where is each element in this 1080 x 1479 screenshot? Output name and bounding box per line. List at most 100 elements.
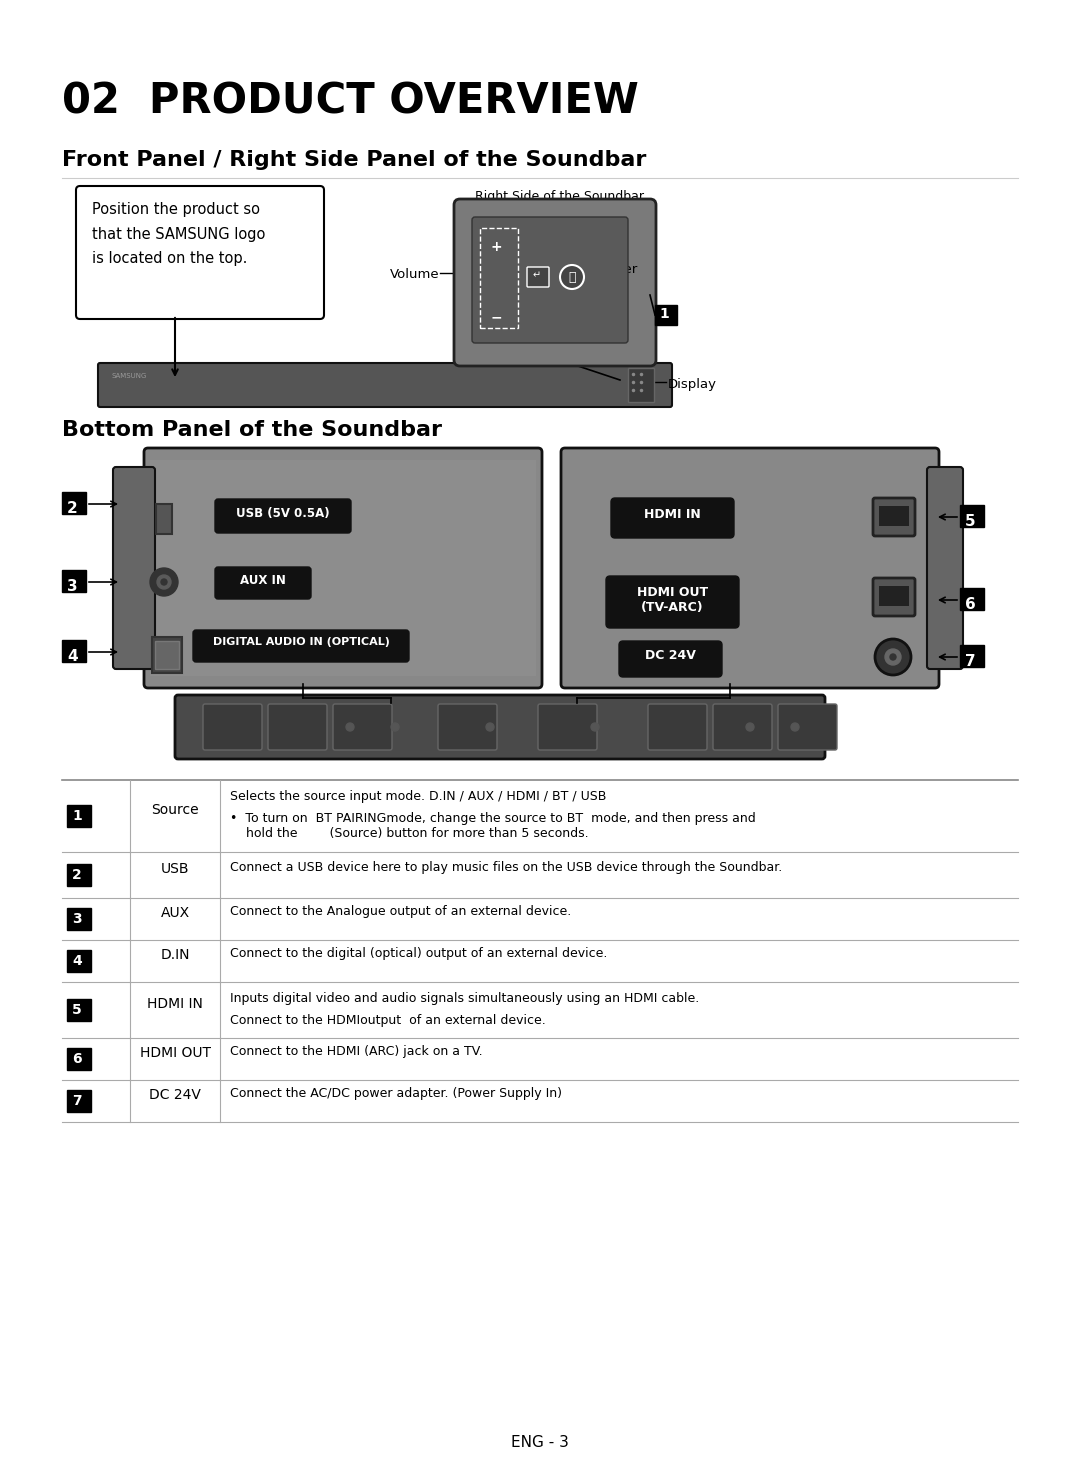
FancyBboxPatch shape bbox=[527, 268, 549, 287]
Circle shape bbox=[791, 723, 799, 731]
Circle shape bbox=[486, 723, 494, 731]
FancyBboxPatch shape bbox=[203, 704, 262, 750]
FancyBboxPatch shape bbox=[175, 695, 825, 759]
FancyBboxPatch shape bbox=[333, 704, 392, 750]
Text: 7: 7 bbox=[72, 1094, 82, 1108]
Text: DC 24V: DC 24V bbox=[645, 649, 696, 663]
Circle shape bbox=[746, 723, 754, 731]
Text: 1: 1 bbox=[72, 809, 82, 822]
Text: USB: USB bbox=[161, 862, 189, 876]
Text: Position the product so
that the SAMSUNG logo
is located on the top.: Position the product so that the SAMSUNG… bbox=[92, 203, 266, 266]
Text: Connect to the Analogue output of an external device.: Connect to the Analogue output of an ext… bbox=[230, 905, 571, 918]
Text: Connect a USB device here to play music files on the USB device through the Soun: Connect a USB device here to play music … bbox=[230, 861, 782, 874]
FancyBboxPatch shape bbox=[144, 448, 542, 688]
FancyBboxPatch shape bbox=[713, 704, 772, 750]
Bar bbox=[156, 504, 172, 534]
FancyBboxPatch shape bbox=[472, 217, 627, 343]
Text: Connect to the HDMIoutput  of an external device.: Connect to the HDMIoutput of an external… bbox=[230, 1015, 545, 1026]
Text: D.IN: D.IN bbox=[160, 948, 190, 961]
FancyBboxPatch shape bbox=[619, 640, 723, 677]
Text: AUX: AUX bbox=[161, 907, 190, 920]
FancyBboxPatch shape bbox=[873, 578, 915, 615]
Text: USB (5V 0.5A): USB (5V 0.5A) bbox=[237, 507, 329, 521]
FancyBboxPatch shape bbox=[67, 950, 91, 972]
Text: •  To turn on  BT PAIRINGmode, change the source to BT  mode, and then press and: • To turn on BT PAIRINGmode, change the … bbox=[230, 812, 756, 840]
FancyBboxPatch shape bbox=[150, 460, 536, 676]
Text: HDMI IN: HDMI IN bbox=[147, 997, 203, 1012]
FancyBboxPatch shape bbox=[611, 498, 734, 538]
FancyBboxPatch shape bbox=[268, 704, 327, 750]
Text: 4: 4 bbox=[67, 649, 78, 664]
FancyBboxPatch shape bbox=[76, 186, 324, 319]
Circle shape bbox=[150, 568, 178, 596]
FancyBboxPatch shape bbox=[438, 704, 497, 750]
FancyBboxPatch shape bbox=[62, 640, 86, 663]
Text: Selects the source input mode. D.IN / AUX / HDMI / BT / USB: Selects the source input mode. D.IN / AU… bbox=[230, 790, 606, 803]
Circle shape bbox=[875, 639, 912, 674]
Bar bbox=[879, 506, 909, 527]
FancyBboxPatch shape bbox=[960, 504, 984, 527]
Text: 5: 5 bbox=[966, 515, 975, 529]
Text: Bottom Panel of the Soundbar: Bottom Panel of the Soundbar bbox=[62, 420, 442, 439]
Text: DIGITAL AUDIO IN (OPTICAL): DIGITAL AUDIO IN (OPTICAL) bbox=[213, 637, 390, 646]
FancyBboxPatch shape bbox=[62, 569, 86, 592]
FancyBboxPatch shape bbox=[454, 200, 656, 365]
Circle shape bbox=[890, 654, 896, 660]
Text: 2: 2 bbox=[72, 868, 82, 881]
Text: HDMI OUT: HDMI OUT bbox=[139, 1046, 211, 1060]
Text: −: − bbox=[491, 311, 502, 324]
FancyBboxPatch shape bbox=[960, 589, 984, 609]
Text: 5: 5 bbox=[72, 1003, 82, 1018]
FancyBboxPatch shape bbox=[960, 645, 984, 667]
FancyBboxPatch shape bbox=[654, 305, 677, 325]
Bar bbox=[480, 228, 518, 328]
FancyBboxPatch shape bbox=[67, 805, 91, 827]
FancyBboxPatch shape bbox=[927, 467, 963, 669]
FancyBboxPatch shape bbox=[113, 467, 156, 669]
Text: ⏻: ⏻ bbox=[568, 271, 576, 284]
FancyBboxPatch shape bbox=[873, 498, 915, 535]
FancyBboxPatch shape bbox=[215, 566, 311, 599]
Text: Connect to the HDMI (ARC) jack on a TV.: Connect to the HDMI (ARC) jack on a TV. bbox=[230, 1046, 483, 1059]
Bar bbox=[627, 368, 654, 402]
Text: 2: 2 bbox=[67, 501, 78, 516]
Bar bbox=[879, 586, 909, 606]
Text: ENG - 3: ENG - 3 bbox=[511, 1435, 569, 1449]
FancyBboxPatch shape bbox=[778, 704, 837, 750]
Text: Connect the AC/DC power adapter. (Power Supply In): Connect the AC/DC power adapter. (Power … bbox=[230, 1087, 562, 1100]
FancyBboxPatch shape bbox=[648, 704, 707, 750]
Circle shape bbox=[391, 723, 399, 731]
Text: Inputs digital video and audio signals simultaneously using an HDMI cable.: Inputs digital video and audio signals s… bbox=[230, 992, 699, 1006]
FancyBboxPatch shape bbox=[67, 1090, 91, 1112]
FancyBboxPatch shape bbox=[561, 448, 939, 688]
Circle shape bbox=[885, 649, 901, 666]
Text: 3: 3 bbox=[72, 913, 82, 926]
Text: 4: 4 bbox=[72, 954, 82, 967]
Text: +: + bbox=[490, 240, 501, 254]
Text: 1: 1 bbox=[659, 308, 669, 321]
Text: Source: Source bbox=[151, 803, 199, 816]
Bar bbox=[156, 640, 179, 669]
FancyBboxPatch shape bbox=[67, 1049, 91, 1069]
Text: HDMI OUT
(TV-ARC): HDMI OUT (TV-ARC) bbox=[637, 586, 708, 614]
Circle shape bbox=[591, 723, 599, 731]
Circle shape bbox=[161, 578, 167, 586]
Circle shape bbox=[157, 575, 171, 589]
FancyBboxPatch shape bbox=[193, 630, 409, 663]
Text: HDMI IN: HDMI IN bbox=[644, 507, 701, 521]
FancyBboxPatch shape bbox=[215, 498, 351, 532]
Text: Front Panel / Right Side Panel of the Soundbar: Front Panel / Right Side Panel of the So… bbox=[62, 149, 646, 170]
FancyBboxPatch shape bbox=[538, 704, 597, 750]
Text: Power: Power bbox=[598, 263, 638, 277]
Text: ↵: ↵ bbox=[534, 271, 541, 280]
FancyBboxPatch shape bbox=[98, 362, 672, 407]
Text: Right Side of the Soundbar: Right Side of the Soundbar bbox=[475, 189, 644, 203]
Text: SAMSUNG: SAMSUNG bbox=[112, 373, 147, 379]
FancyBboxPatch shape bbox=[67, 908, 91, 930]
FancyBboxPatch shape bbox=[67, 998, 91, 1021]
Bar bbox=[152, 637, 183, 673]
Text: Display: Display bbox=[669, 379, 717, 390]
Text: 6: 6 bbox=[966, 598, 975, 612]
Text: Volume: Volume bbox=[390, 268, 440, 281]
Text: Connect to the digital (optical) output of an external device.: Connect to the digital (optical) output … bbox=[230, 948, 607, 960]
